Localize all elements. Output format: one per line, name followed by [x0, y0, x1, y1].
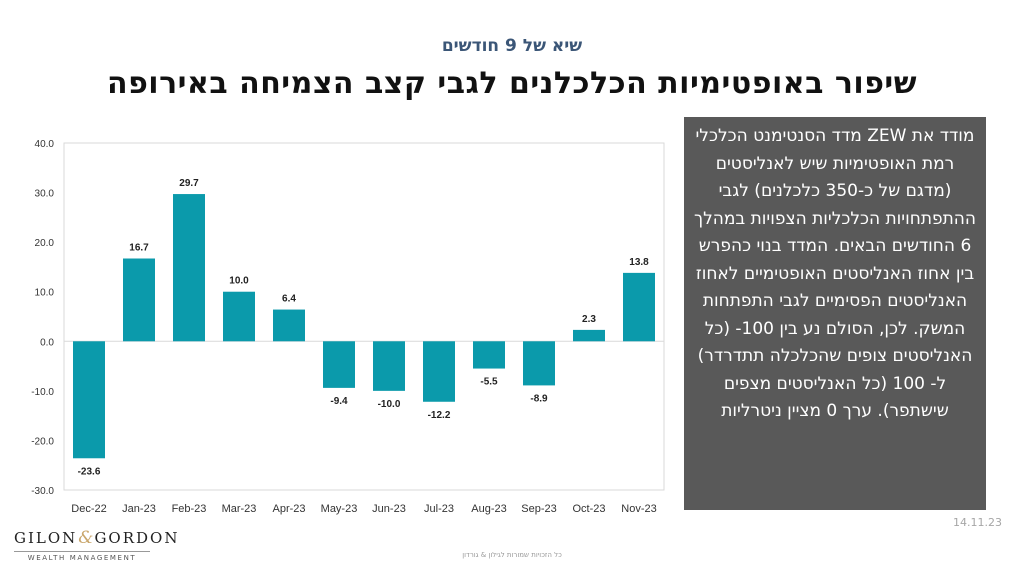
bar	[73, 341, 105, 459]
y-tick-label: 40.0	[35, 139, 55, 150]
y-tick-label: 20.0	[35, 238, 55, 249]
bar	[173, 194, 205, 342]
bar-chart: 40.0 30.0 20.0 10.0 0.0 -10.0 -20.0 -30.0 -23.6 D…	[31, 139, 665, 515]
data-label: -9.4	[330, 396, 348, 407]
y-tick-label: -10.0	[31, 387, 54, 398]
data-label: 10.0	[229, 276, 249, 287]
x-tick-label: Nov-23	[621, 503, 656, 515]
logo-ampersand: &	[78, 528, 94, 548]
x-tick-label: Apr-23	[272, 503, 305, 515]
logo-divider	[14, 551, 150, 552]
logo-tagline: WEALTH MANAGEMENT	[27, 554, 137, 562]
x-tick-label: Oct-23	[572, 503, 605, 515]
x-tick-label: May-23	[321, 503, 358, 515]
bar	[623, 272, 655, 342]
data-label: 29.7	[179, 178, 199, 189]
data-label: 2.3	[582, 314, 596, 325]
x-tick-label: Aug-23	[471, 503, 506, 515]
x-tick-label: Dec-22	[71, 503, 106, 515]
x-tick-label: Sep-23	[521, 503, 556, 515]
bar	[223, 291, 255, 342]
bar	[423, 341, 455, 402]
data-label: -12.2	[428, 410, 451, 421]
bar	[373, 341, 405, 391]
info-box-text: מודד את ZEW מדד הסנטימנט הכלכלי רמת האופ…	[693, 126, 977, 421]
y-tick-label: -20.0	[31, 436, 54, 447]
data-label: 13.8	[629, 257, 649, 268]
logo-wordmark: GILON&GORDON	[14, 528, 177, 548]
data-label: -5.5	[480, 377, 498, 388]
bar	[123, 258, 155, 342]
x-tick-label: Jun-23	[372, 503, 406, 515]
logo-name-left: GILON	[14, 529, 78, 547]
y-tick-label: -30.0	[31, 486, 54, 497]
data-label: -23.6	[78, 466, 101, 477]
y-tick-label: 10.0	[35, 288, 55, 299]
bar	[273, 309, 305, 342]
page-title: שיפור באופטימיות הכלכלנים לגבי קצב הצמיח…	[106, 66, 918, 101]
bar	[573, 329, 605, 342]
data-label: 6.4	[282, 294, 296, 305]
bar	[473, 341, 505, 369]
data-label: 16.7	[129, 243, 149, 254]
x-tick-label: Mar-23	[222, 503, 257, 515]
plot-area	[63, 142, 665, 491]
y-tick-label: 30.0	[35, 189, 55, 200]
chart-subtitle: שיא של 9 חודשים	[441, 36, 583, 56]
company-logo: GILON&GORDON WEALTH MANAGEMENT	[14, 528, 177, 562]
info-box: מודד את ZEW מדד הסנטימנט הכלכלי רמת האופ…	[684, 117, 986, 510]
x-tick-label: Feb-23	[172, 503, 207, 515]
data-label: -8.9	[530, 393, 548, 404]
data-label: -10.0	[378, 399, 401, 410]
date-label: 14.11.23	[953, 516, 1002, 529]
bar	[523, 341, 555, 386]
bar	[323, 341, 355, 388]
y-tick-label: 0.0	[40, 337, 54, 348]
x-tick-label: Jan-23	[122, 503, 156, 515]
copyright-footer: כל הזכויות שמורות לגילון & גורדון	[462, 551, 562, 559]
x-tick-label: Jul-23	[424, 503, 454, 515]
logo-name-right: GORDON	[94, 529, 180, 547]
